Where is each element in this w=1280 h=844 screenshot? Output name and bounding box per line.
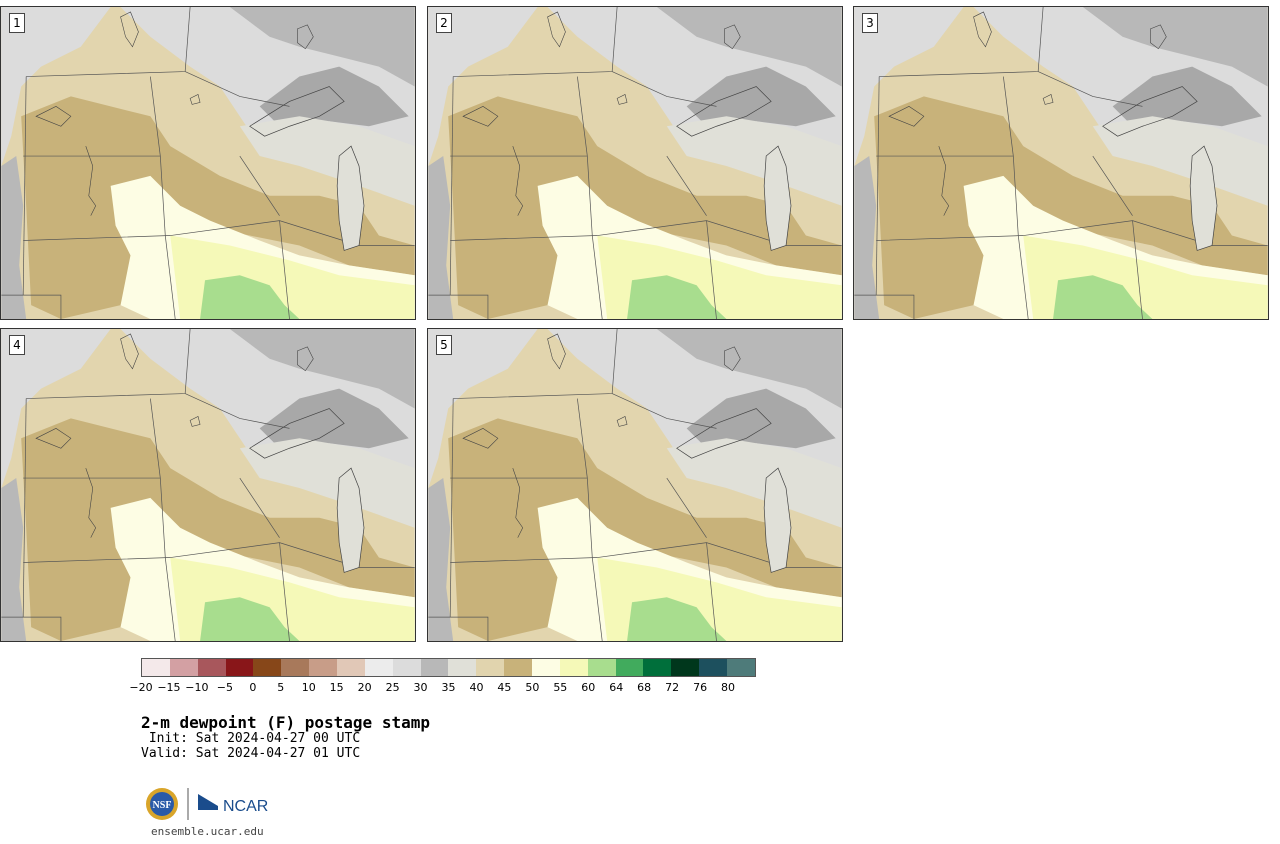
dewpoint-colorbar (141, 658, 756, 677)
colorbar-tick-label: 45 (497, 681, 512, 694)
colorbar-swatch (615, 659, 644, 676)
map-panel-1: 1 (0, 6, 416, 320)
colorbar-swatch (671, 659, 700, 676)
colorbar-swatch (281, 659, 310, 676)
valid-time: Valid: Sat 2024-04-27 01 UTC (141, 746, 361, 761)
nsf-text: NSF (153, 800, 172, 811)
map-panel-4: 4 (0, 328, 416, 642)
colorbar-tick-label: 72 (665, 681, 680, 694)
colorbar-tick-label: −20 (129, 681, 153, 694)
colorbar-tick-label: 40 (469, 681, 484, 694)
panel-number-label: 5 (436, 335, 452, 355)
colorbar-tick-label: 80 (721, 681, 736, 694)
colorbar-swatch (392, 659, 421, 676)
colorbar-swatch (476, 659, 505, 676)
colorbar-swatch (169, 659, 198, 676)
panel-number-label: 1 (9, 13, 25, 33)
colorbar-tick-label: 64 (609, 681, 624, 694)
colorbar-tick-label: −5 (216, 681, 233, 694)
colorbar-swatch (643, 659, 672, 676)
init-time: Init: Sat 2024-04-27 00 UTC (141, 731, 361, 746)
colorbar-tick-label: 68 (637, 681, 652, 694)
panel-number-label: 2 (436, 13, 452, 33)
colorbar-swatch (504, 659, 533, 676)
colorbar-ticks: −20 −15 −10 −5 0 5 10 15 20 25 30 35 40 45 50 55 60 64 68 7… (129, 681, 756, 695)
colorbar-tick-label: 20 (357, 681, 372, 694)
map-panel-2: 2 (427, 6, 843, 320)
colorbar-swatch (364, 659, 393, 676)
dewpoint-map-1 (1, 7, 415, 319)
colorbar-swatch (309, 659, 338, 676)
colorbar-swatch (225, 659, 254, 676)
colorbar-tick-label: 76 (693, 681, 708, 694)
colorbar-swatch (727, 659, 755, 676)
colorbar-tick-label: 60 (581, 681, 596, 694)
colorbar-swatch (337, 659, 365, 676)
colorbar-tick-label: 5 (277, 681, 285, 694)
colorbar-swatch (197, 659, 226, 676)
colorbar-tick-label: −10 (185, 681, 209, 694)
map-panel-3: 3 (853, 6, 1269, 320)
dewpoint-map-2 (428, 7, 842, 319)
colorbar-swatch (253, 659, 282, 676)
colorbar-swatch (142, 659, 170, 676)
colorbar-swatch (559, 659, 588, 676)
colorbar-swatch (532, 659, 560, 676)
map-panel-5: 5 (427, 328, 843, 642)
colorbar-swatch (699, 659, 728, 676)
colorbar-tick-label: 30 (413, 681, 428, 694)
colorbar-tick-label: 15 (329, 681, 344, 694)
nsf-ncar-logo: NSF NCAR (146, 788, 268, 820)
colorbar-tick-label: 25 (385, 681, 400, 694)
dewpoint-map-4 (1, 329, 415, 641)
colorbar-swatch (448, 659, 477, 676)
chart-title: 2-m dewpoint (F) postage stamp (141, 713, 430, 732)
dewpoint-map-3 (854, 7, 1268, 319)
colorbar-tick-label: 0 (249, 681, 257, 694)
ncar-text: NCAR (223, 798, 268, 815)
colorbar-tick-label: 35 (441, 681, 456, 694)
colorbar-tick-label: −15 (157, 681, 181, 694)
ncar-logo-icon (198, 794, 218, 810)
dewpoint-map-5 (428, 329, 842, 641)
colorbar-tick-label: 10 (301, 681, 316, 694)
colorbar-swatch (420, 659, 449, 676)
panel-number-label: 4 (9, 335, 25, 355)
colorbar-tick-label: 55 (553, 681, 568, 694)
logos: NSF NCAR (145, 786, 275, 822)
colorbar-swatch (587, 659, 616, 676)
panel-number-label: 3 (862, 13, 878, 33)
colorbar-tick-label: 50 (525, 681, 540, 694)
site-url: ensemble.ucar.edu (151, 825, 264, 838)
